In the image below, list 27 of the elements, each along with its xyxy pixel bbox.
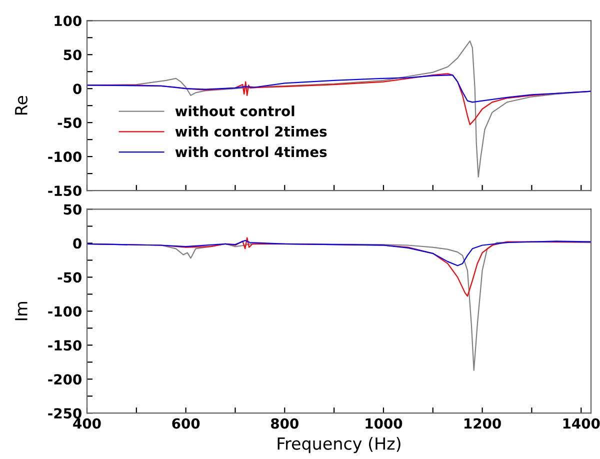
y-axis-title: Re [15, 96, 28, 115]
y-tick-label: -150 [48, 186, 82, 196]
x-tick-label: 1000 [366, 418, 402, 429]
x-tick-label: 800 [271, 418, 298, 429]
y-tick-label: -50 [58, 272, 82, 283]
y-tick-label: -150 [48, 340, 82, 351]
line-series [87, 240, 591, 266]
legend-label: without control [175, 106, 294, 116]
x-axis-title: Frequency (Hz) [278, 436, 400, 454]
y-tick-label: 50 [64, 50, 82, 60]
x-tick-label: 600 [172, 418, 200, 429]
y-tick-label: 0 [73, 238, 82, 249]
y-axis-title: Im [15, 302, 28, 320]
y-tick-label: -100 [48, 306, 82, 317]
y-tick-label: 50 [64, 204, 82, 215]
x-tick-label: 1200 [464, 418, 501, 429]
y-tick-label: -200 [48, 374, 82, 385]
y-tick-label: -50 [58, 118, 82, 128]
y-tick-label: 0 [73, 84, 82, 94]
y-tick-label: 100 [54, 16, 82, 26]
x-tick-label: 400 [73, 418, 101, 429]
legend-label: with control 2times [175, 126, 327, 137]
legend-label: with control 4times [175, 146, 327, 158]
y-tick-label: -250 [48, 408, 82, 419]
y-tick-label: -100 [48, 152, 82, 162]
line-series [87, 74, 591, 103]
x-tick-label: 1400 [563, 418, 600, 429]
